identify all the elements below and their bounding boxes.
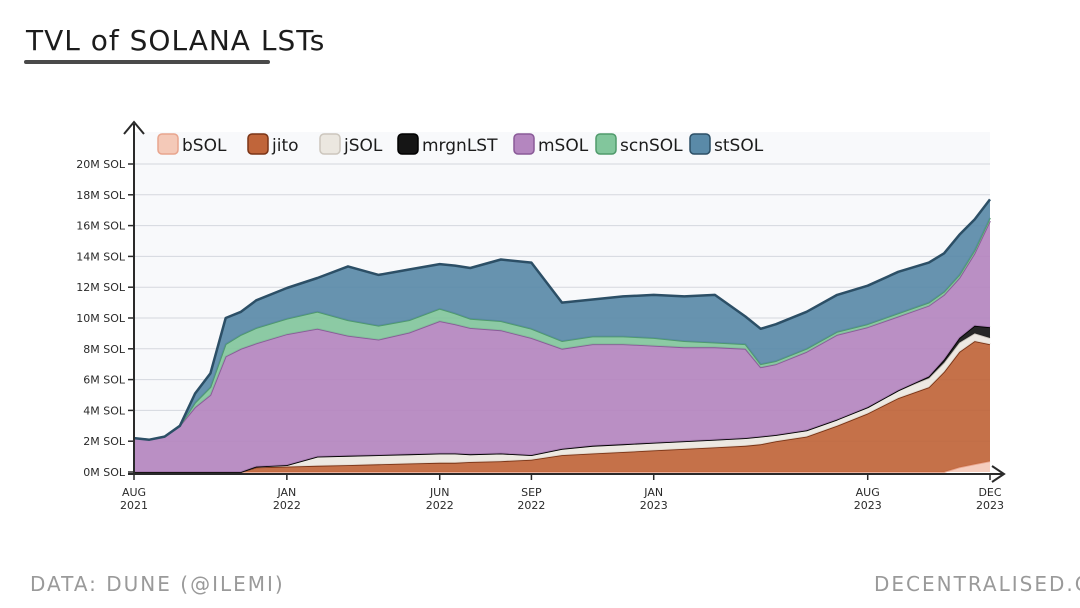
line-stsol — [133, 198, 991, 441]
legend-label: jito — [271, 136, 299, 156]
legend-item-stsol[interactable]: stSOL — [689, 133, 764, 156]
x-tick-year: 2023 — [976, 499, 1004, 512]
legend-item-bsol[interactable]: bSOL — [157, 133, 227, 156]
area-stsol — [134, 199, 990, 440]
chart-title: TVL of SOLANA LSTs — [26, 24, 326, 57]
y-tick-label: 16M SOL — [76, 220, 126, 233]
legend-swatch-msol — [513, 133, 535, 155]
x-tick-month: SEP — [521, 486, 542, 499]
x-tick-month: AUG — [856, 486, 880, 499]
y-tick-label: 20M SOL — [76, 158, 126, 171]
legend-item-mrgnlst[interactable]: mrgnLST — [397, 133, 498, 156]
y-tick-label: 0M SOL — [83, 466, 126, 479]
y-tick-label: 2M SOL — [83, 435, 126, 448]
area-jsol — [134, 333, 990, 472]
y-tick-label: 6M SOL — [83, 374, 126, 387]
x-axis-ticks: AUG2021JAN2022JUN2022SEP2022JAN2023AUG20… — [120, 474, 1004, 512]
legend-swatch-jsol — [319, 133, 341, 155]
legend-swatch-stsol — [689, 133, 711, 155]
x-tick-year: 2023 — [854, 499, 882, 512]
data-source: DATA: DUNE (@ILEMI) — [30, 572, 285, 596]
legend-swatch-jito — [247, 133, 269, 155]
legend-swatch-mrgnlst — [397, 133, 419, 155]
y-tick-label: 8M SOL — [83, 343, 126, 356]
legend-swatch-scnsol — [595, 133, 617, 155]
x-tick-year: 2023 — [640, 499, 668, 512]
legend-item-jito[interactable]: jito — [247, 133, 299, 156]
y-tick-label: 10M SOL — [76, 312, 126, 325]
x-tick-year: 2022 — [517, 499, 545, 512]
brand-credit: DECENTRALISED.CO — [874, 572, 1080, 596]
x-tick-year: 2022 — [273, 499, 301, 512]
x-tick-month: JAN — [276, 486, 296, 499]
axes — [123, 120, 1006, 483]
y-tick-label: 4M SOL — [83, 404, 126, 417]
area-scnsol — [134, 217, 990, 440]
series-areas — [133, 198, 991, 473]
title-underline — [24, 60, 270, 64]
x-tick-month: AUG — [122, 486, 146, 499]
x-tick-year: 2021 — [120, 499, 148, 512]
y-tick-label: 14M SOL — [76, 250, 126, 263]
legend-item-scnsol[interactable]: scnSOL — [595, 133, 683, 156]
legend-swatch-bsol — [157, 133, 179, 155]
legend-item-jsol[interactable]: jSOL — [319, 133, 383, 156]
x-tick-month: DEC — [978, 486, 1001, 499]
y-axis-arrow — [123, 120, 145, 135]
area-msol — [134, 221, 990, 472]
x-axis-arrow — [991, 465, 1006, 483]
x-tick-month: JUN — [429, 486, 450, 499]
legend-label: mrgnLST — [422, 136, 498, 156]
legend-label: scnSOL — [620, 136, 683, 156]
legend-label: mSOL — [538, 136, 589, 156]
legend-label: jSOL — [343, 136, 383, 156]
legend-label: bSOL — [182, 136, 227, 156]
legend-label: stSOL — [714, 136, 764, 156]
x-tick-month: JAN — [643, 486, 663, 499]
y-tick-label: 12M SOL — [76, 281, 126, 294]
y-tick-label: 18M SOL — [76, 189, 126, 202]
x-tick-year: 2022 — [426, 499, 454, 512]
legend-item-msol[interactable]: mSOL — [513, 133, 589, 156]
legend: bSOL jito jSOL mrgnLST mSOL scnSOL stSOL — [157, 133, 764, 156]
area-jito — [134, 341, 990, 472]
y-axis-ticks: 0M SOL 2M SOL 4M SOL 6M SOL 8M SOL 10M SOL 12M… — [76, 158, 134, 479]
